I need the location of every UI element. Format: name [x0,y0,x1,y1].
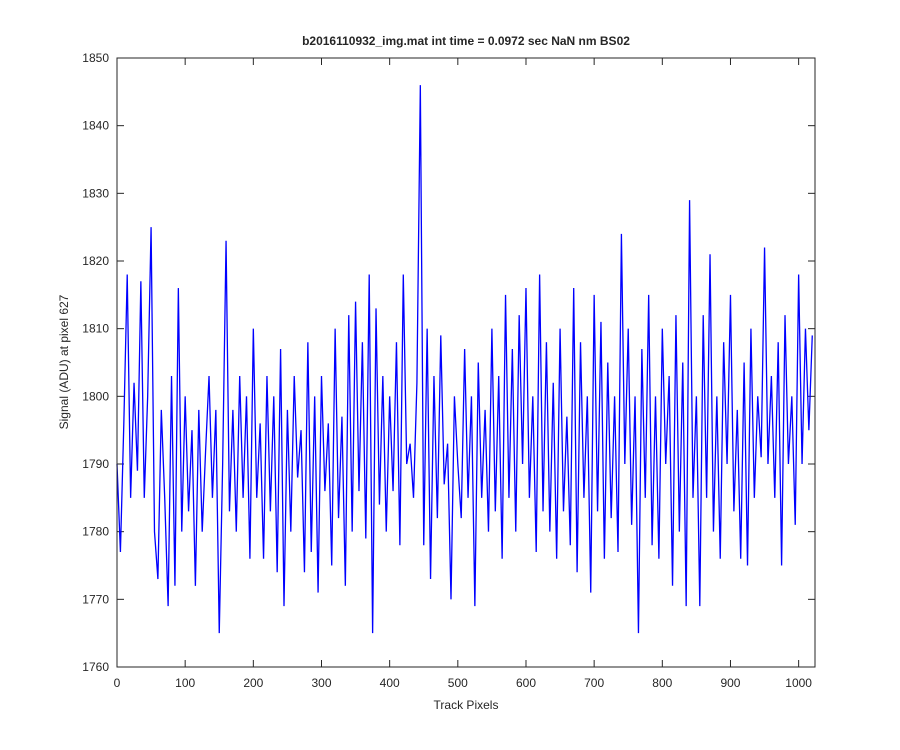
x-tick-label: 200 [243,676,263,690]
x-tick-label: 600 [516,676,536,690]
y-tick-label: 1770 [82,592,109,606]
y-tick-label: 1780 [82,525,109,539]
signal-line [116,85,813,634]
x-tick-label: 400 [380,676,400,690]
y-tick-label: 1790 [82,457,109,471]
x-axis-label: Track Pixels [434,698,499,712]
x-tick-label: 500 [448,676,468,690]
x-tick-label: 900 [720,676,740,690]
x-tick-label: 700 [584,676,604,690]
x-tick-label: 300 [311,676,331,690]
x-tick-label: 0 [114,676,121,690]
y-tick-label: 1800 [82,389,109,403]
y-tick-label: 1850 [82,51,109,65]
plot-frame [116,57,816,668]
y-tick-label: 1820 [82,254,109,268]
chart-title: b2016110932_img.mat int time = 0.0972 se… [302,34,630,48]
y-tick-label: 1840 [82,119,109,133]
x-tick-label: 1000 [785,676,812,690]
y-tick-label: 1810 [82,322,109,336]
y-tick-label: 1830 [82,186,109,200]
y-tick-label: 1760 [82,660,109,674]
x-tick-label: 800 [652,676,672,690]
y-axis-label: Signal (ADU) at pixel 627 [57,294,71,429]
x-tick-label: 100 [175,676,195,690]
